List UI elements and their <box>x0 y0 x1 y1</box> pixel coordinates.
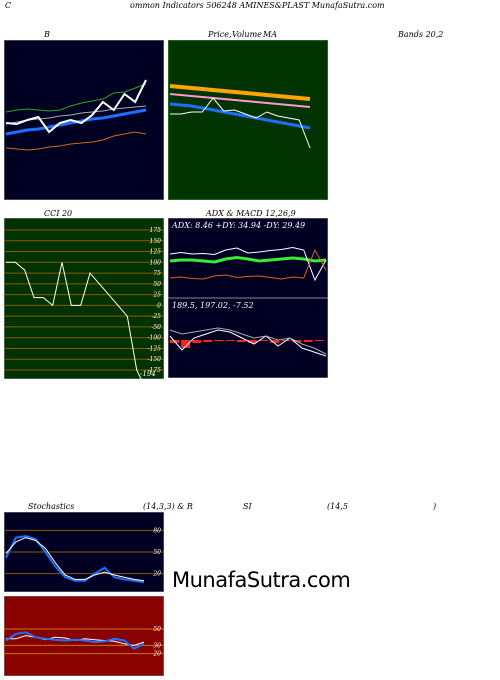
macd-hist-bar-12 <box>303 340 313 342</box>
bollinger-panel <box>4 40 164 200</box>
ma-label: MA <box>263 30 277 39</box>
macd-series-line-0 <box>169 329 327 357</box>
adx-series-line-0 <box>169 255 327 264</box>
rsi-tick-label-1: 30 <box>153 642 161 649</box>
macd-hist-bar-4 <box>214 340 224 341</box>
cci-tick-label-4: 75 <box>153 270 161 277</box>
cci-tick-label-1: 150 <box>150 238 162 245</box>
price-volume-panel <box>168 40 328 200</box>
macd-values: 189.5, 197.02, -7.52 <box>172 301 254 310</box>
macd-hist-bar-9 <box>270 340 280 343</box>
macd-hist-bar-5 <box>225 340 235 341</box>
bollinger-chart <box>4 40 164 200</box>
macd-panel: 189.5, 197.02, -7.52 <box>168 298 328 378</box>
stoch-label: Stochastics <box>28 502 75 511</box>
bb-label: B <box>44 30 50 39</box>
cci-last-value: -194 <box>140 370 156 378</box>
pv-series-line-0 <box>169 84 311 101</box>
rsi-params-label: (14,5 <box>327 502 348 511</box>
header-c: C <box>5 1 12 10</box>
cci-tick-label-12: -150 <box>148 356 162 363</box>
cci-label: CCI 20 <box>44 209 73 218</box>
macd-chart: 189.5, 197.02, -7.52 <box>168 298 328 378</box>
bb-series-line-3 <box>5 83 147 113</box>
cci-line <box>6 261 142 379</box>
macd-hist-bar-2 <box>192 340 202 343</box>
price-label: Price, <box>208 30 232 39</box>
cci-tick-label-2: 125 <box>150 249 162 256</box>
pv-series-line-2 <box>169 102 311 130</box>
stochastics-chart: 80 50 20 <box>4 512 164 592</box>
price-volume-chart <box>168 40 328 200</box>
macd-hist-bar-1 <box>181 340 191 348</box>
volume-label: Volume <box>232 30 262 39</box>
si-label: SI <box>243 502 252 511</box>
stoch-series-line-1 <box>5 537 145 582</box>
macd-hist-bar-6 <box>236 340 246 342</box>
cci-tick-label-3: 100 <box>150 259 162 266</box>
cci-panel: 175 150 125 100 75 50 25 0 -25 -50 -100 -125 -150 -17… <box>4 218 164 379</box>
adx-series-line-1 <box>169 246 327 282</box>
stoch-tick-label-1: 50 <box>153 549 161 556</box>
bands-label: Bands 20,2 <box>398 30 444 39</box>
rsi-series-line-1 <box>5 631 145 650</box>
adx-panel: ADX: 8.46 +DY: 34.94 -DY: 29.49 <box>168 218 328 298</box>
adx-values: ADX: 8.46 +DY: 34.94 -DY: 29.49 <box>171 221 305 230</box>
watermark: MunafaSutra.com <box>172 568 351 592</box>
pv-series-line-1 <box>169 93 311 108</box>
stoch-series-line-0 <box>5 535 145 584</box>
stoch-tick-label-0: 80 <box>153 527 161 534</box>
cci-tick-label-0: 175 <box>150 227 162 234</box>
stoch-params-label: (14,3,3) & R <box>143 502 193 511</box>
macd-hist-bar-7 <box>248 340 257 343</box>
cci-tick-label-7: 0 <box>157 302 161 309</box>
macd-hist-bar-3 <box>203 340 213 342</box>
bb-series-line-0 <box>5 131 147 151</box>
cci-tick-label-10: -100 <box>148 335 162 342</box>
rsi-tick-label-2: 20 <box>152 651 161 658</box>
cci-tick-label-8: -25 <box>151 313 161 320</box>
cci-tick-label-11: -125 <box>148 345 162 352</box>
cci-tick-label-13: -175 <box>148 367 162 374</box>
cci-tick-label-9: -50 <box>151 324 161 331</box>
pv-series-line-3 <box>170 97 311 149</box>
macd-series-line-1 <box>169 327 327 355</box>
cci-tick-label-6: 25 <box>152 292 161 299</box>
macd-hist-bar-8 <box>259 340 269 341</box>
rsi-chart: 50 30 20 <box>4 596 164 676</box>
stoch-panel: 80 50 20 <box>4 512 164 592</box>
bb-series-line-4 <box>5 79 147 134</box>
rsi-close-label: ) <box>433 502 437 511</box>
adx-chart: ADX: 8.46 +DY: 34.94 -DY: 29.49 <box>168 218 328 298</box>
cci-tick-label-5: 50 <box>153 281 161 288</box>
cci-chart: 175 150 125 100 75 50 25 0 -25 -50 -100 -125 -150 -17… <box>4 218 164 379</box>
macd-hist-bar-13 <box>314 340 324 341</box>
rsi-tick-label-0: 50 <box>153 626 161 633</box>
rsi-panel: 50 30 20 <box>4 596 164 676</box>
adx-macd-label: ADX & MACD 12,26,9 <box>206 209 296 218</box>
adx-series-line-2 <box>169 248 327 280</box>
stoch-tick-label-2: 20 <box>152 571 161 578</box>
page-title: ommon Indicators 506248 AMINES&PLAST Mun… <box>130 1 385 10</box>
